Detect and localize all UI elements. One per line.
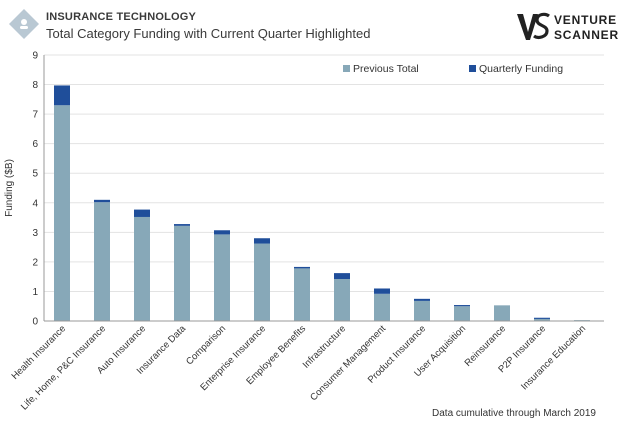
bar-previous-total bbox=[254, 243, 270, 321]
venture-scanner-brand: VENTURE SCANNER bbox=[516, 12, 619, 44]
bars bbox=[54, 85, 590, 321]
bar-quarterly-funding bbox=[134, 209, 150, 217]
bar-quarterly-funding bbox=[54, 85, 70, 106]
bar-quarterly-funding bbox=[414, 298, 430, 301]
bar-previous-total bbox=[294, 268, 310, 321]
legend-label: Quarterly Funding bbox=[479, 63, 563, 75]
y-tick-label: 0 bbox=[32, 317, 38, 328]
bar-quarterly-funding bbox=[174, 224, 190, 226]
y-tick-label: 1 bbox=[32, 287, 38, 298]
bar-quarterly-funding bbox=[214, 230, 230, 235]
chart-header: INSURANCE TECHNOLOGY Total Category Fund… bbox=[0, 0, 620, 48]
gridlines bbox=[44, 54, 604, 292]
y-tick-label: 3 bbox=[32, 228, 38, 239]
header-kicker: INSURANCE TECHNOLOGY bbox=[46, 11, 197, 23]
bar-previous-total bbox=[174, 225, 190, 321]
diamond-logo-icon bbox=[9, 9, 39, 39]
bar-previous-total bbox=[54, 105, 70, 321]
bar-previous-total bbox=[214, 234, 230, 321]
x-tick-label: Comparison bbox=[184, 323, 228, 367]
bar-previous-total bbox=[374, 293, 390, 321]
axes bbox=[43, 55, 604, 322]
bar-quarterly-funding bbox=[294, 266, 310, 269]
y-axis-label: Funding ($B) bbox=[4, 159, 15, 217]
y-tick-label: 2 bbox=[32, 257, 38, 268]
bar-previous-total bbox=[334, 279, 350, 321]
bar-quarterly-funding bbox=[334, 273, 350, 280]
chart-title: Total Category Funding with Current Quar… bbox=[46, 26, 371, 41]
bar-previous-total bbox=[94, 202, 110, 321]
x-tick-label: Consumer Management bbox=[308, 323, 388, 403]
legend: Previous Total Quarterly Funding bbox=[343, 63, 563, 75]
vs-logo-icon bbox=[517, 12, 550, 40]
bar-quarterly-funding bbox=[454, 305, 470, 307]
y-tick-labels: 0 1 2 3 4 5 6 7 8 9 bbox=[32, 51, 38, 328]
bar-quarterly-funding bbox=[94, 199, 110, 203]
bar-previous-total bbox=[454, 306, 470, 321]
bar-previous-total bbox=[534, 318, 550, 321]
bar-quarterly-funding bbox=[374, 288, 390, 294]
y-tick-label: 5 bbox=[32, 169, 38, 180]
bar-quarterly-funding bbox=[254, 238, 270, 244]
y-tick-label: 9 bbox=[32, 51, 38, 62]
bar-previous-total bbox=[414, 300, 430, 321]
y-tick-label: 7 bbox=[32, 110, 38, 121]
brand-line1: VENTURE bbox=[554, 13, 617, 27]
bar-quarterly-funding bbox=[534, 317, 550, 319]
y-tick-label: 4 bbox=[32, 198, 38, 209]
brand-line2: SCANNER bbox=[554, 28, 619, 42]
legend-label: Previous Total bbox=[353, 63, 419, 75]
legend-swatch-quarterly-funding bbox=[469, 65, 476, 72]
bar-previous-total bbox=[134, 216, 150, 321]
legend-swatch-previous-total bbox=[343, 65, 350, 72]
y-tick-label: 8 bbox=[32, 80, 38, 91]
bar-previous-total bbox=[494, 305, 510, 321]
y-tick-label: 6 bbox=[32, 139, 38, 150]
footnote: Data cumulative through March 2019 bbox=[432, 408, 596, 419]
